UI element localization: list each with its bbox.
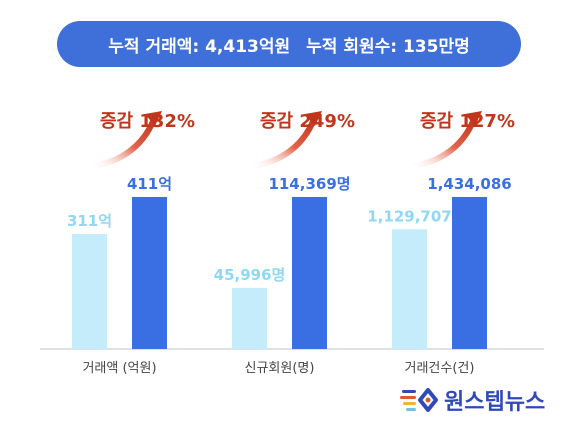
bar-before	[72, 233, 107, 349]
bar-before	[392, 229, 427, 349]
increase-label: 증감 249%	[260, 111, 355, 132]
data-label-after: 114,369명	[268, 175, 350, 193]
cumulative-transaction-text: 누적 거래액: 4,413억원	[108, 36, 291, 57]
cumulative-members-text: 누적 회원수: 135만명	[306, 36, 470, 57]
increase-label: 증감 127%	[420, 111, 515, 132]
data-label-before: 311억	[67, 212, 112, 230]
data-label-before: 45,996명	[214, 266, 286, 284]
category-label: 거래건수(건)	[405, 361, 475, 376]
bar-after	[292, 197, 327, 349]
bar-after	[132, 197, 167, 349]
increase-arrowhead	[145, 111, 162, 126]
data-label-before: 1,129,707	[367, 207, 451, 225]
data-label-after: 1,434,086	[427, 175, 511, 193]
increase-arrow	[247, 116, 317, 170]
increase-arrow	[407, 116, 477, 170]
data-label-after: 411억	[127, 175, 172, 193]
logo-swirl-icon	[400, 388, 438, 412]
logo-text: 원스텝뉴스	[444, 390, 546, 415]
summary-banner: 누적 거래액: 4,413억원 누적 회원수: 135만명	[57, 21, 521, 67]
increase-arrowhead	[465, 111, 482, 126]
increase-label: 증감 132%	[100, 111, 195, 132]
category-label: 거래액 (억원)	[82, 361, 156, 376]
onestep-news-logo: 원스텝뉴스	[400, 383, 545, 417]
bar-before	[232, 287, 267, 349]
increase-arrow	[87, 116, 157, 170]
bar-after	[452, 197, 487, 349]
category-label: 신규회원(명)	[245, 361, 315, 376]
increase-arrowhead	[305, 111, 322, 126]
